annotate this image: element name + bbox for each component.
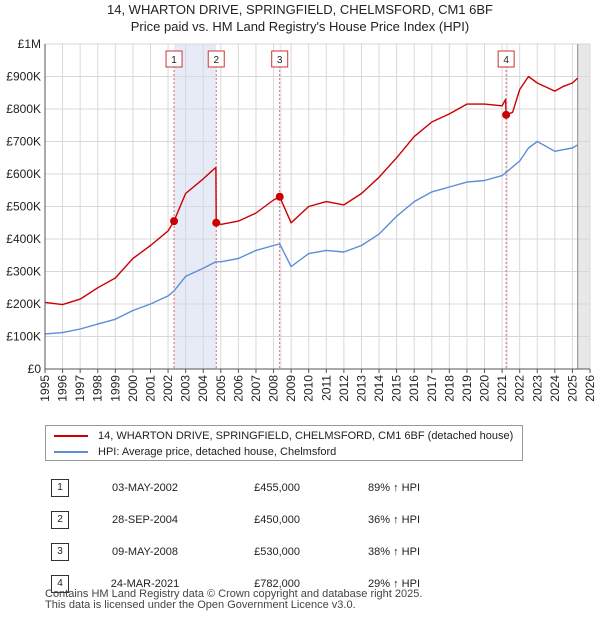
x-tick-label: 1997	[73, 375, 87, 402]
x-tick-label: 2011	[319, 375, 333, 401]
sale-point	[170, 217, 179, 226]
x-tick-label: 2013	[354, 375, 368, 402]
sale-number-label: 1	[171, 55, 177, 66]
table-row: 3 09-MAY-2008 £530,000 38% ↑ HPI	[40, 536, 420, 568]
sale-price: £782,000	[254, 578, 300, 590]
x-tick-label: 2006	[231, 375, 245, 402]
legend-swatch-hpi	[54, 451, 88, 453]
sale-price: £450,000	[254, 514, 300, 526]
x-tick-label: 2001	[143, 375, 157, 402]
sale-hpi-delta: 36% ↑ HPI	[368, 514, 420, 526]
sale-date: 03-MAY-2002	[111, 482, 179, 494]
x-tick-label: 2020	[478, 375, 492, 402]
x-tick-label: 2004	[196, 375, 210, 402]
sale-hpi-delta: 38% ↑ HPI	[368, 546, 420, 558]
chart-subtitle: Price paid vs. HM Land Registry's House …	[130, 19, 470, 34]
y-tick-label: £0	[28, 362, 42, 376]
table-row: 1 03-MAY-2002 £455,000 89% ↑ HPI	[40, 472, 420, 504]
legend-label-hpi: HPI: Average price, detached house, Chel…	[98, 446, 337, 458]
chart-legend: 14, WHARTON DRIVE, SPRINGFIELD, CHELMSFO…	[45, 425, 523, 461]
y-tick-label: £100K	[6, 330, 41, 344]
y-tick-label: £1M	[18, 37, 41, 51]
transactions-table: 1 03-MAY-2002 £455,000 89% ↑ HPI 2 28-SE…	[40, 472, 420, 600]
x-tick-label: 2009	[284, 375, 298, 402]
series-line-hpi	[44, 140, 579, 335]
x-tick-label: 2016	[407, 375, 421, 402]
y-tick-label: £400K	[6, 232, 41, 246]
x-tick-label: 1998	[91, 375, 105, 402]
y-tick-label: £500K	[6, 200, 41, 214]
x-tick-label: 2019	[460, 375, 474, 402]
sale-number-box	[165, 50, 183, 68]
sale-point	[275, 192, 284, 201]
y-tick-label: £600K	[6, 167, 41, 181]
sale-point	[502, 110, 511, 119]
table-row: 2 28-SEP-2004 £450,000 36% ↑ HPI	[40, 504, 420, 536]
y-tick-label: £300K	[6, 265, 41, 279]
x-tick-label: 2022	[513, 375, 527, 402]
x-tick-label: 2023	[530, 375, 544, 402]
sale-number-box	[207, 50, 225, 68]
x-tick-label: 2003	[179, 375, 193, 402]
legend-label-property: 14, WHARTON DRIVE, SPRINGFIELD, CHELMSFO…	[98, 430, 514, 442]
sale-hpi-delta: 89% ↑ HPI	[368, 482, 420, 494]
sale-number-box	[271, 50, 289, 68]
x-tick-label: 2017	[425, 375, 439, 402]
footer-line-2: This data is licensed under the Open Gov…	[45, 599, 356, 611]
price-chart: 1 2 3 4 £0 £100K £200K £300K £400K £500K £600K £70…	[6, 37, 597, 402]
x-tick-label: 2025	[565, 375, 579, 402]
x-tick-label: 2010	[302, 375, 316, 402]
y-tick-label: £700K	[6, 135, 41, 149]
sale-number: 3	[51, 543, 69, 561]
x-tick-label: 2026	[583, 375, 597, 402]
x-tick-label: 1995	[38, 375, 52, 402]
sale-point	[212, 218, 221, 227]
y-tick-label: £800K	[6, 102, 41, 116]
sale-number: 1	[51, 479, 69, 497]
footer-line-1: Contains HM Land Registry data © Crown c…	[45, 588, 423, 600]
sale-number-label: 2	[213, 55, 219, 66]
sale-date: 24-MAR-2021	[110, 578, 180, 590]
x-tick-label: 2021	[495, 375, 509, 402]
sale-price: £530,000	[254, 546, 300, 558]
x-tick-label: 2014	[372, 375, 386, 402]
x-tick-label: 2007	[249, 375, 263, 402]
x-tick-label: 2002	[161, 375, 175, 402]
chart-title: 14, WHARTON DRIVE, SPRINGFIELD, CHELMSFO…	[107, 2, 493, 17]
sale-hpi-delta: 29% ↑ HPI	[368, 578, 420, 590]
x-tick-label: 2018	[442, 375, 456, 402]
sale-number-box	[497, 50, 515, 68]
sale-number-label: 4	[503, 55, 509, 66]
x-tick-label: 2012	[337, 375, 351, 402]
x-tick-label: 2008	[267, 375, 281, 402]
x-tick-label: 1999	[108, 375, 122, 402]
x-tick-label: 2024	[548, 375, 562, 402]
x-tick-label: 2000	[126, 375, 140, 402]
sale-number: 4	[51, 575, 69, 593]
legend-swatch-property	[54, 435, 88, 437]
x-tick-label: 1996	[56, 375, 70, 402]
table-row: 4 24-MAR-2021 £782,000 29% ↑ HPI	[40, 568, 420, 600]
series-line-property	[44, 75, 579, 306]
x-tick-label: 2015	[390, 375, 404, 402]
x-tick-label: 2005	[214, 375, 228, 402]
sale-number: 2	[51, 511, 69, 529]
footer-attribution: Contains HM Land Registry data © Crown c…	[45, 589, 422, 611]
y-tick-label: £200K	[6, 297, 41, 311]
sale-price: £455,000	[254, 482, 300, 494]
sale-number-label: 3	[277, 55, 283, 66]
sale-date: 28-SEP-2004	[111, 514, 179, 526]
y-tick-label: £900K	[6, 70, 41, 84]
sale-date: 09-MAY-2008	[111, 546, 179, 558]
